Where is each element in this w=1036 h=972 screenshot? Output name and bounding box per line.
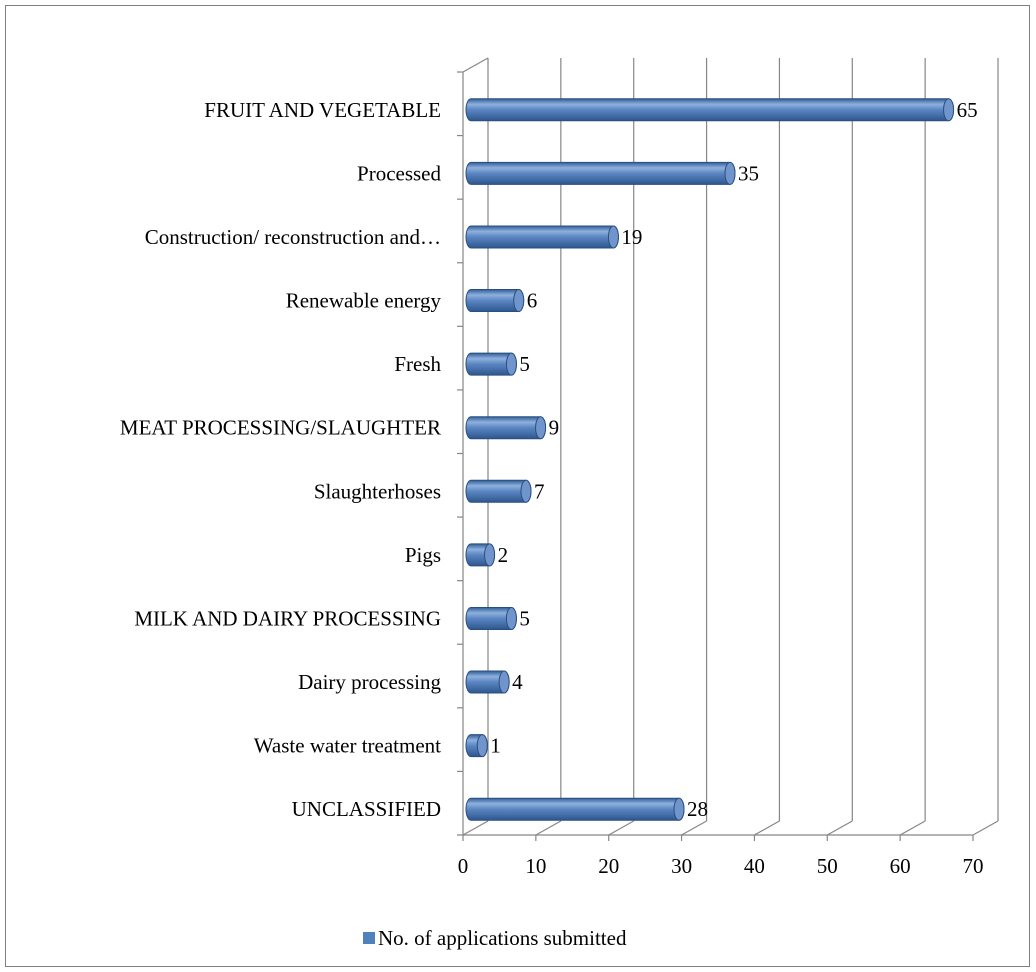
bar-cap xyxy=(514,290,524,312)
bar-cap xyxy=(485,544,495,566)
bar xyxy=(466,607,516,629)
data-label: 6 xyxy=(527,289,538,313)
data-label: 65 xyxy=(957,98,978,122)
x-tick-label: 10 xyxy=(525,854,546,878)
x-tick-label: 70 xyxy=(963,854,984,878)
x-tick-label: 60 xyxy=(890,854,911,878)
floor-gridline xyxy=(536,821,561,835)
bar-cap xyxy=(536,417,546,439)
category-label: MEAT PROCESSING/SLAUGHTER xyxy=(120,416,441,440)
data-label: 7 xyxy=(534,479,545,503)
data-label: 9 xyxy=(549,416,560,440)
floor-gridline xyxy=(682,821,707,835)
category-label: Fresh xyxy=(394,352,441,376)
category-label: FRUIT AND VEGETABLE xyxy=(204,98,441,122)
x-tick-label: 30 xyxy=(671,854,692,878)
data-label: 1 xyxy=(490,734,501,758)
bar xyxy=(466,353,516,375)
category-label: UNCLASSIFIED xyxy=(292,797,441,821)
legend-label: No. of applications submitted xyxy=(378,926,627,950)
bar-cap xyxy=(506,607,516,629)
category-label: Pigs xyxy=(405,543,441,567)
bar-body xyxy=(466,162,735,184)
bar-body xyxy=(466,226,618,248)
bar xyxy=(466,798,684,820)
bar xyxy=(466,99,954,121)
bar xyxy=(466,544,495,566)
wall-top-edge xyxy=(463,58,488,72)
bar xyxy=(466,162,735,184)
legend-swatch xyxy=(363,932,375,944)
bars xyxy=(466,99,954,820)
legend: No. of applications submitted xyxy=(363,926,627,950)
x-tick-label: 50 xyxy=(817,854,838,878)
data-label: 28 xyxy=(687,797,708,821)
floor-gridline xyxy=(609,821,634,835)
category-label: MILK AND DAIRY PROCESSING xyxy=(134,606,441,630)
data-label: 5 xyxy=(519,606,530,630)
bar-cap xyxy=(499,671,509,693)
bar xyxy=(466,671,509,693)
data-label: 4 xyxy=(512,670,523,694)
category-label: Waste water treatment xyxy=(254,734,441,758)
floor-gridline xyxy=(973,821,998,835)
floor-gridline xyxy=(463,821,488,835)
x-tick-label: 0 xyxy=(458,854,469,878)
bar-cap xyxy=(521,480,531,502)
bar xyxy=(466,417,546,439)
floor-gridline xyxy=(900,821,925,835)
floor-gridline xyxy=(754,821,779,835)
category-label: Renewable energy xyxy=(286,289,442,313)
bar-body xyxy=(466,798,684,820)
category-label: Construction/ reconstruction and… xyxy=(145,225,441,249)
bar xyxy=(466,480,531,502)
bar-cap xyxy=(608,226,618,248)
x-tick-label: 20 xyxy=(598,854,619,878)
floor-gridline xyxy=(827,821,852,835)
bar xyxy=(466,290,524,312)
bar-cap xyxy=(477,735,487,757)
data-label: 5 xyxy=(519,352,530,376)
category-label: Dairy processing xyxy=(298,670,441,694)
bar xyxy=(466,226,618,248)
bar-body xyxy=(466,99,954,121)
x-tick-label: 40 xyxy=(744,854,765,878)
bar-cap xyxy=(674,798,684,820)
bar xyxy=(466,735,487,757)
bar-cap xyxy=(506,353,516,375)
bar-cap xyxy=(944,99,954,121)
bar-cap xyxy=(725,162,735,184)
data-label: 2 xyxy=(498,543,509,567)
category-label: Slaughterhoses xyxy=(314,479,441,503)
category-label: Processed xyxy=(357,161,441,185)
bar-body xyxy=(466,417,546,439)
data-label: 19 xyxy=(621,225,642,249)
data-label: 35 xyxy=(738,161,759,185)
